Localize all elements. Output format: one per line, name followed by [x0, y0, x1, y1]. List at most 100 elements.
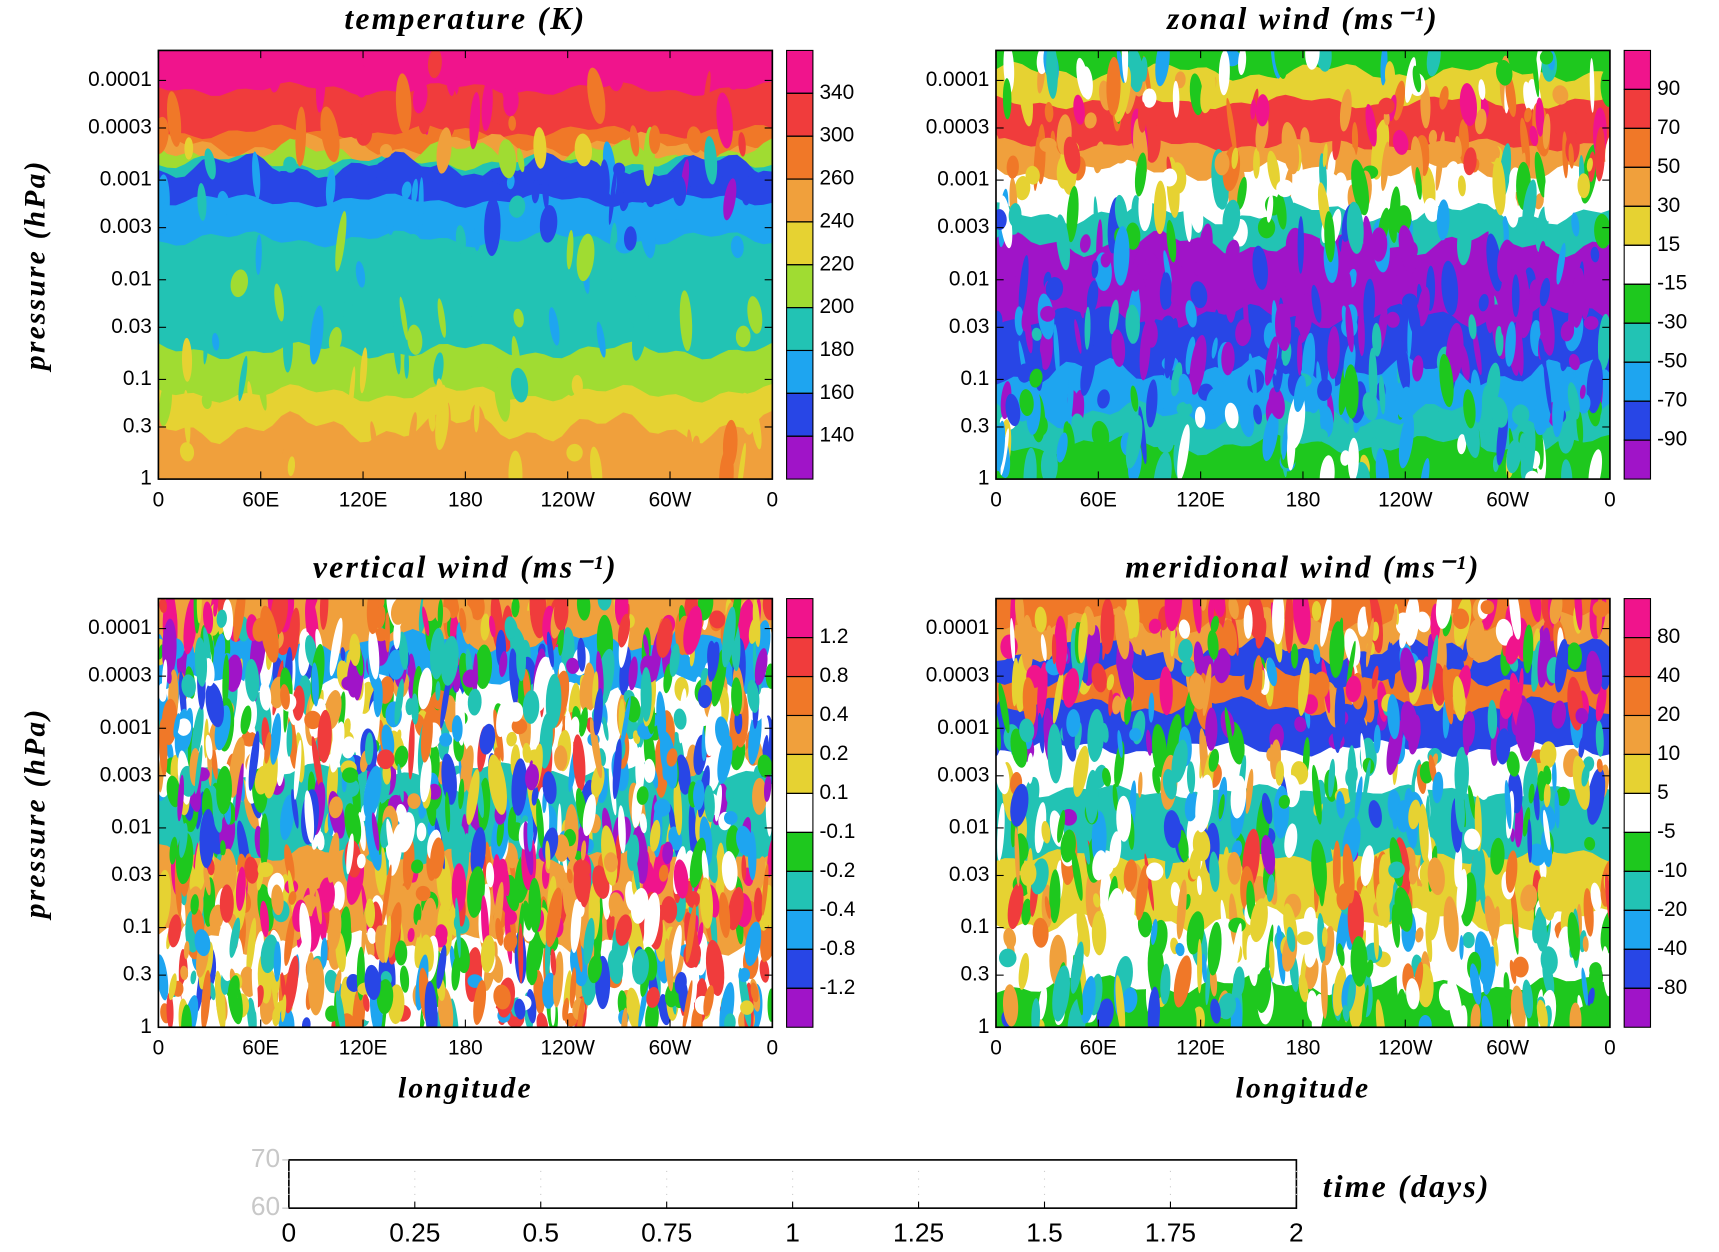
- contour-blob: [759, 958, 770, 983]
- contour-blob: [406, 233, 421, 253]
- contour-blob: [1092, 893, 1101, 908]
- contour-blob: [1536, 999, 1548, 1028]
- y-tick-label: 0.3: [960, 963, 989, 986]
- contour-blob: [666, 748, 678, 767]
- contour-blob: [288, 891, 297, 905]
- contour-blob: [234, 763, 244, 822]
- contour-blob: [161, 659, 168, 696]
- contour-blob: [499, 651, 508, 678]
- contour-blob: [376, 749, 395, 770]
- contour-blob: [1222, 199, 1241, 239]
- contour-blob: [662, 841, 674, 865]
- contour-blob: [328, 327, 342, 353]
- contour-blob: [284, 955, 299, 1014]
- y-tick-label: 70: [251, 1143, 280, 1173]
- contour-blob: [1298, 973, 1309, 1003]
- contour-band: [158, 410, 773, 480]
- contour-blob: [1253, 655, 1263, 705]
- contour-blob: [536, 1012, 549, 1028]
- contour-blob: [1440, 799, 1455, 815]
- contour-blob: [1505, 193, 1519, 228]
- contour-blob: [1238, 50, 1247, 76]
- contour-blob: [1305, 50, 1320, 70]
- colorbar-label: 30: [1657, 194, 1680, 217]
- contour-blob: [683, 605, 703, 655]
- x-tick-label: 120W: [1378, 1037, 1433, 1060]
- contour-blob: [1478, 293, 1489, 312]
- contour-blob: [1018, 255, 1029, 315]
- contour-blob: [1343, 364, 1359, 419]
- contour-blob: [1189, 848, 1201, 880]
- contour-blob: [1278, 794, 1290, 809]
- contour-blob: [1139, 625, 1147, 657]
- contour-blob: [168, 973, 177, 1001]
- contour-blob: [1384, 61, 1396, 90]
- contour-blob: [504, 910, 518, 925]
- contour-blob: [600, 159, 610, 202]
- x-tick-label: 120E: [339, 1037, 388, 1060]
- contour-blob: [690, 362, 707, 395]
- contour-blob: [320, 106, 340, 163]
- y-axis-label: pressure (hPa): [20, 708, 52, 922]
- contour-blob: [1529, 125, 1539, 147]
- colorbar-label: -15: [1657, 272, 1687, 295]
- x-tick-label: 0: [990, 489, 1002, 512]
- contour-blob: [325, 168, 336, 208]
- contour-blob: [1418, 1014, 1432, 1028]
- contour-blob: [1246, 935, 1258, 987]
- contour-blob: [479, 723, 496, 755]
- contour-blob: [197, 182, 207, 221]
- contour-blob: [1006, 155, 1019, 179]
- contour-blob: [1138, 771, 1143, 798]
- contour-blob: [411, 859, 424, 874]
- contour-blob: [1400, 701, 1418, 743]
- colorbar-box: [786, 675, 814, 717]
- y-tick-label: 0.0001: [88, 616, 152, 639]
- contour-blob: [309, 305, 324, 365]
- contour-blob: [762, 598, 773, 621]
- contour-blob: [1313, 644, 1321, 664]
- contour-blob: [1415, 167, 1422, 200]
- colorbar-box: [1623, 400, 1652, 441]
- contour-blob: [1002, 984, 1019, 1027]
- x-tick-label: 0: [767, 489, 779, 512]
- colorbar-box: [786, 178, 814, 223]
- contour-blob: [649, 819, 661, 852]
- contour-blob: [1581, 764, 1590, 787]
- contour-blob: [1360, 845, 1375, 887]
- contour-blob: [752, 777, 767, 815]
- contour-blob: [1159, 666, 1173, 716]
- contour-blob: [597, 598, 612, 611]
- colorbar-label: 0.2: [819, 742, 848, 765]
- contour-blob: [437, 599, 444, 629]
- contour-blob: [435, 924, 448, 942]
- colorbar-box: [786, 392, 814, 437]
- contour-blob: [272, 1007, 281, 1027]
- colorbar-box: [786, 49, 814, 94]
- contour-blob: [531, 786, 539, 806]
- contour-blob: [225, 654, 243, 692]
- contour-blob: [1147, 939, 1165, 1000]
- contour-blob: [1506, 751, 1520, 777]
- contour-blob: [1371, 665, 1379, 690]
- colorbar-box: [1623, 322, 1652, 363]
- contour-blob: [675, 754, 691, 795]
- contour-blob: [1293, 375, 1306, 412]
- contour-blob: [1354, 776, 1363, 819]
- contour-blob: [1431, 410, 1441, 432]
- contour-blob: [1137, 911, 1153, 938]
- contour-blob: [1595, 255, 1610, 309]
- contour-blob: [1487, 699, 1498, 739]
- contour-blob: [1261, 835, 1276, 875]
- contour-blob: [739, 392, 755, 435]
- y-tick-label: 0.001: [937, 716, 989, 739]
- contour-blob: [430, 837, 445, 879]
- contour-blob: [1044, 896, 1051, 919]
- contour-blob: [1554, 638, 1569, 693]
- contour-blob: [418, 177, 424, 237]
- contour-blob: [235, 866, 246, 912]
- contour-blob: [646, 986, 660, 1008]
- colorbar-label: 0.1: [819, 781, 848, 804]
- contour-blob: [399, 296, 408, 341]
- contour-blob: [735, 325, 751, 348]
